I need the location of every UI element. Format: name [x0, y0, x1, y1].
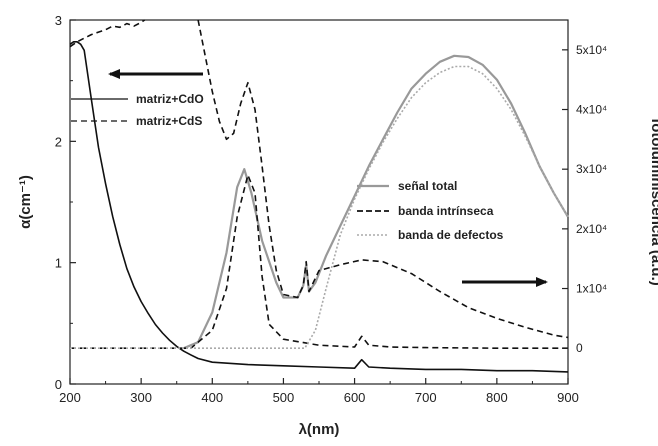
series-line-2: [183, 54, 569, 350]
x-tick-label: 600: [344, 390, 366, 405]
legend-label-total: señal total: [398, 179, 457, 193]
legend-label-cds: matriz+CdS: [136, 114, 202, 128]
y-axis-right-label: fotoluminiscencia (a.u.): [648, 118, 658, 286]
y-right-tick-label: 4x10⁴: [576, 103, 607, 117]
ticks-layer: 200 300 400 500 600 700 800 900 0 1 2 3 0 1x10⁴ 2x10⁴ 3…: [55, 13, 607, 405]
series-line-4: [70, 174, 568, 349]
x-tick-label: 800: [486, 390, 508, 405]
series-line-5: [70, 65, 569, 349]
y-right-tick-label: 3x10⁴: [576, 162, 607, 176]
y-axis-left-label: α(cm⁻¹): [17, 175, 34, 229]
pl-legend: señal total banda intrínseca banda de de…: [357, 179, 504, 242]
x-tick-label: 300: [130, 390, 152, 405]
y-right-tick-label: 1x10⁴: [576, 282, 607, 296]
series-line-3: [197, 19, 569, 339]
y-left-tick-label: 1: [55, 256, 62, 271]
series-line-1: [69, 19, 146, 48]
y-right-tick-label: 0: [576, 341, 583, 355]
y-right-tick-label: 5x10⁴: [576, 43, 607, 57]
x-tick-label: 400: [201, 390, 223, 405]
x-axis-label: λ(nm): [299, 421, 340, 438]
series-layer: [69, 19, 569, 373]
legend-label-cdo: matriz+CdO: [136, 92, 204, 106]
absorption-legend: matriz+CdO matriz+CdS: [71, 92, 204, 128]
y-left-tick-label: 3: [55, 13, 62, 28]
legend-label-intrinseca: banda intrínseca: [398, 204, 494, 218]
x-tick-label: 200: [59, 390, 81, 405]
x-tick-label: 700: [415, 390, 437, 405]
legend-label-defectos: banda de defectos: [398, 228, 504, 242]
x-tick-label: 900: [557, 390, 579, 405]
series-line-0: [69, 41, 569, 373]
y-right-tick-label: 2x10⁴: [576, 222, 607, 236]
x-tick-label: 500: [273, 390, 295, 405]
y-left-tick-label: 0: [55, 377, 62, 392]
y-left-tick-label: 2: [55, 134, 62, 149]
